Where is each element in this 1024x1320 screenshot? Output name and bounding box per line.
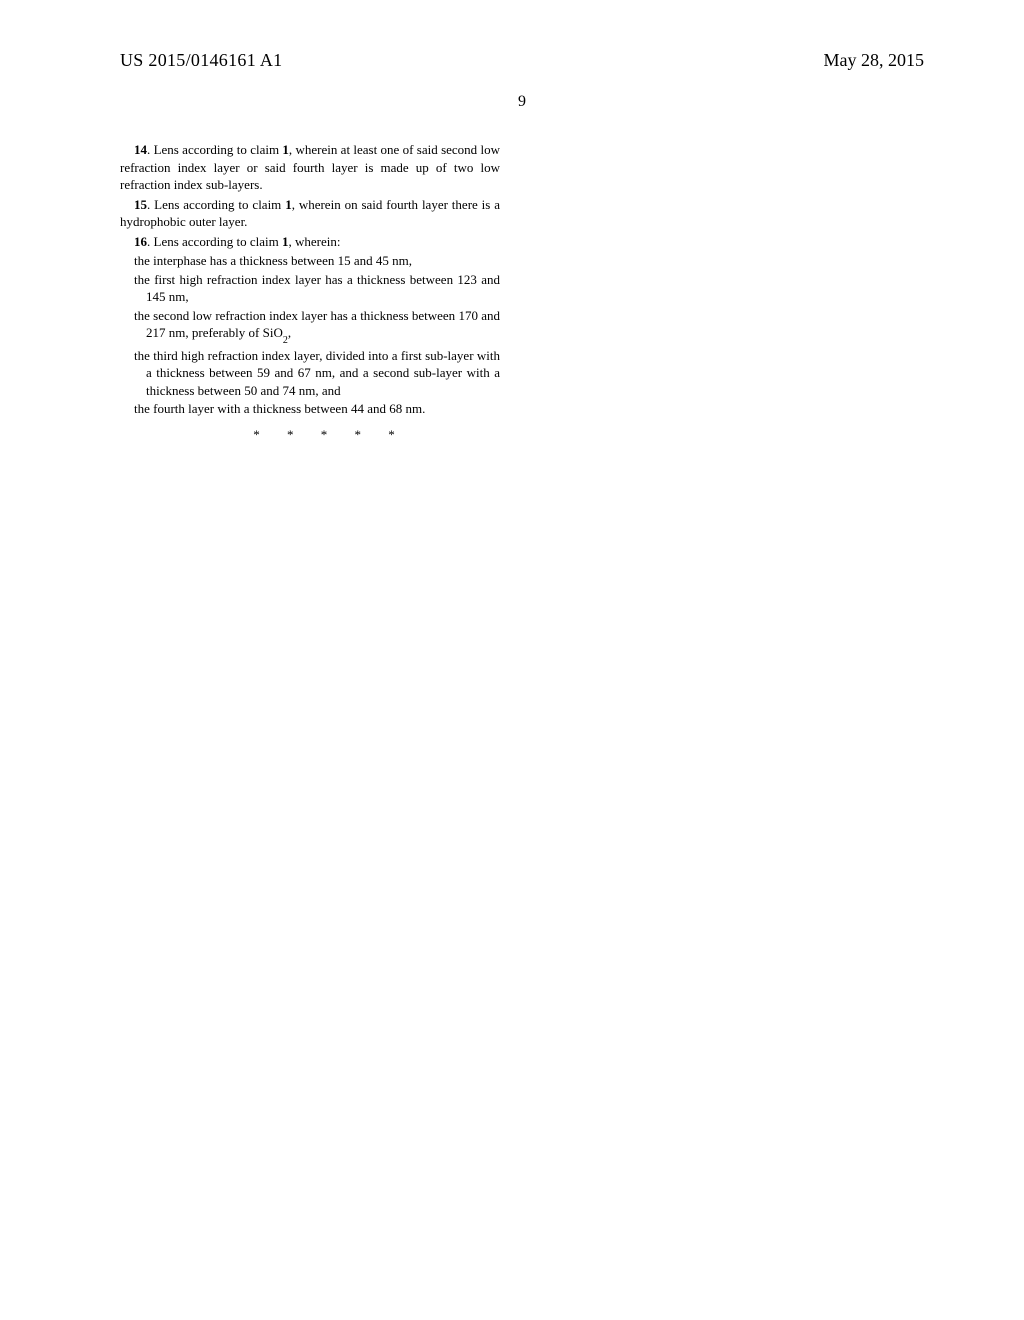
claim-16: 16. Lens according to claim 1, wherein: bbox=[120, 233, 500, 251]
left-column: 14. Lens according to claim 1, wherein a… bbox=[120, 141, 500, 443]
claim-text: , bbox=[288, 325, 291, 340]
claim-number: 15 bbox=[134, 197, 147, 212]
claim-16-item-3: the second low refraction index layer ha… bbox=[120, 307, 500, 346]
publication-date: May 28, 2015 bbox=[824, 50, 925, 71]
claim-16-item-5: the fourth layer with a thickness betwee… bbox=[120, 400, 500, 418]
subscript: 2 bbox=[283, 335, 288, 346]
claim-16-item-1: the interphase has a thickness between 1… bbox=[120, 252, 500, 270]
claim-text: . Lens according to claim bbox=[147, 142, 282, 157]
page-header: US 2015/0146161 A1 May 28, 2015 bbox=[120, 50, 924, 71]
end-asterisks: * * * * * bbox=[120, 426, 500, 444]
claim-text: the second low refraction index layer ha… bbox=[134, 308, 500, 341]
claim-text: . Lens according to claim bbox=[147, 234, 282, 249]
claim-text: . Lens according to claim bbox=[147, 197, 285, 212]
claim-16-item-4: the third high refraction index layer, d… bbox=[120, 347, 500, 400]
publication-number: US 2015/0146161 A1 bbox=[120, 50, 282, 71]
claim-16-item-2: the first high refraction index layer ha… bbox=[120, 271, 500, 306]
claim-number: 16 bbox=[134, 234, 147, 249]
claim-15: 15. Lens according to claim 1, wherein o… bbox=[120, 196, 500, 231]
claim-text: , wherein: bbox=[289, 234, 341, 249]
claim-14: 14. Lens according to claim 1, wherein a… bbox=[120, 141, 500, 194]
page-number: 9 bbox=[120, 93, 924, 111]
claim-number: 14 bbox=[134, 142, 147, 157]
patent-page: US 2015/0146161 A1 May 28, 2015 9 14. Le… bbox=[0, 0, 1024, 1320]
right-column bbox=[530, 141, 910, 443]
content-area: 14. Lens according to claim 1, wherein a… bbox=[120, 141, 924, 443]
